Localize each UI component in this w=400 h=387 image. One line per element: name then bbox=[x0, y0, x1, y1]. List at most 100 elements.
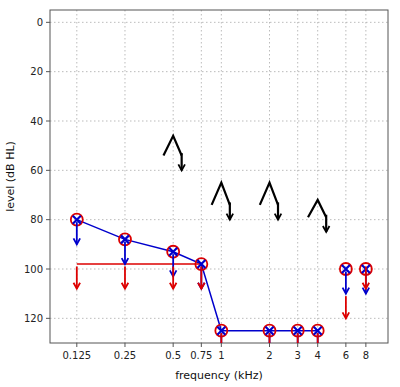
arrow-shaft bbox=[269, 333, 271, 343]
tick-mark bbox=[365, 343, 366, 347]
arrow-shaft bbox=[76, 222, 78, 244]
no-response-arrow bbox=[198, 267, 205, 289]
tick-mark bbox=[46, 121, 50, 122]
tick-label: 0.25 bbox=[114, 350, 136, 361]
tick-label: 8 bbox=[363, 350, 369, 361]
no-response-arrow bbox=[314, 333, 321, 343]
tick-label: 120 bbox=[24, 313, 43, 324]
tick-mark bbox=[345, 343, 346, 347]
tick-mark bbox=[46, 318, 50, 319]
grid-line bbox=[50, 22, 388, 23]
arrow-shaft bbox=[172, 267, 174, 289]
arrow-shaft bbox=[345, 271, 347, 293]
tick-mark bbox=[317, 343, 318, 347]
x-axis-label: frequency (kHz) bbox=[175, 369, 263, 382]
sound-field-symbol bbox=[308, 200, 329, 232]
arrow-shaft bbox=[297, 333, 299, 343]
grid-line bbox=[50, 121, 388, 122]
tick-label: 0.125 bbox=[62, 350, 91, 361]
no-response-arrow bbox=[74, 267, 81, 289]
tick-label: 0.5 bbox=[165, 350, 181, 361]
tick-mark bbox=[76, 343, 77, 347]
tick-mark bbox=[46, 22, 50, 23]
arrow-shaft bbox=[220, 333, 222, 343]
arrow-shaft bbox=[365, 267, 367, 289]
tick-mark bbox=[46, 269, 50, 270]
grid-line bbox=[76, 10, 77, 343]
arrow-shaft bbox=[220, 333, 222, 343]
series-line bbox=[77, 263, 202, 265]
tick-label: 2 bbox=[266, 350, 272, 361]
arrow-head bbox=[122, 283, 129, 289]
arrow-shaft bbox=[345, 296, 347, 318]
tick-mark bbox=[46, 170, 50, 171]
tick-label: 0.75 bbox=[190, 350, 212, 361]
no-response-arrow bbox=[294, 333, 301, 343]
no-response-arrow bbox=[363, 267, 370, 289]
tick-label: 3 bbox=[295, 350, 301, 361]
tick-mark bbox=[46, 219, 50, 220]
tick-label: 20 bbox=[30, 66, 43, 77]
grid-line bbox=[297, 10, 298, 343]
arrow-shaft bbox=[124, 267, 126, 289]
grid-line bbox=[50, 318, 388, 319]
no-response-arrow bbox=[294, 333, 301, 343]
grid-line bbox=[317, 10, 318, 343]
arrow-shaft bbox=[269, 333, 271, 343]
tick-label: 6 bbox=[343, 350, 349, 361]
arrow-head bbox=[343, 312, 350, 318]
tick-mark bbox=[297, 343, 298, 347]
arrow-shaft bbox=[76, 267, 78, 289]
arrow-shaft bbox=[124, 242, 126, 264]
arrow-head bbox=[74, 238, 81, 244]
tick-label: 1 bbox=[218, 350, 224, 361]
plot-frame bbox=[50, 10, 388, 343]
grid-line bbox=[221, 10, 222, 343]
tick-label: 0 bbox=[37, 17, 43, 28]
arrow-head bbox=[275, 214, 282, 220]
ticks: 0.1250.250.50.75123468020406080100120 bbox=[24, 17, 369, 361]
no-response-arrow bbox=[343, 296, 350, 318]
no-response-arrow bbox=[122, 242, 129, 264]
tick-label: 4 bbox=[315, 350, 321, 361]
tick-mark bbox=[269, 343, 270, 347]
grid-line bbox=[50, 71, 388, 72]
no-response-arrow bbox=[343, 271, 350, 293]
arrow-head bbox=[227, 214, 234, 220]
y-axis-label: level (dB HL) bbox=[4, 141, 17, 212]
grid-line bbox=[50, 219, 388, 220]
grid-line bbox=[50, 170, 388, 171]
grid-line bbox=[201, 10, 202, 343]
arrow-head bbox=[323, 226, 330, 232]
sound-field-symbol bbox=[212, 183, 233, 220]
tick-mark bbox=[46, 71, 50, 72]
arrow-shaft bbox=[297, 333, 299, 343]
arrow-head bbox=[363, 283, 370, 289]
arrow-head bbox=[198, 283, 205, 289]
no-response-arrow bbox=[314, 333, 321, 343]
no-response-arrow bbox=[198, 267, 205, 289]
tick-label: 60 bbox=[30, 165, 43, 176]
arrow-head bbox=[122, 258, 129, 264]
sound-field-symbol bbox=[163, 136, 184, 171]
no-response-arrow bbox=[266, 333, 273, 343]
grid-line bbox=[124, 10, 125, 343]
grid-line bbox=[269, 10, 270, 343]
tick-mark bbox=[124, 343, 125, 347]
arrow-head bbox=[343, 288, 350, 294]
arrow-head bbox=[178, 164, 185, 170]
no-response-arrow bbox=[218, 333, 225, 343]
no-response-arrow bbox=[122, 267, 129, 289]
grid-line bbox=[173, 10, 174, 343]
background bbox=[0, 0, 400, 387]
tick-mark bbox=[221, 343, 222, 347]
chevron bbox=[163, 136, 181, 156]
chevron bbox=[260, 183, 278, 205]
no-response-arrow bbox=[74, 222, 81, 244]
grid bbox=[50, 10, 388, 343]
tick-mark bbox=[173, 343, 174, 347]
tick-label: 100 bbox=[24, 264, 43, 275]
arrow-shaft bbox=[317, 333, 319, 343]
tick-label: 80 bbox=[30, 214, 43, 225]
tick-mark bbox=[201, 343, 202, 347]
